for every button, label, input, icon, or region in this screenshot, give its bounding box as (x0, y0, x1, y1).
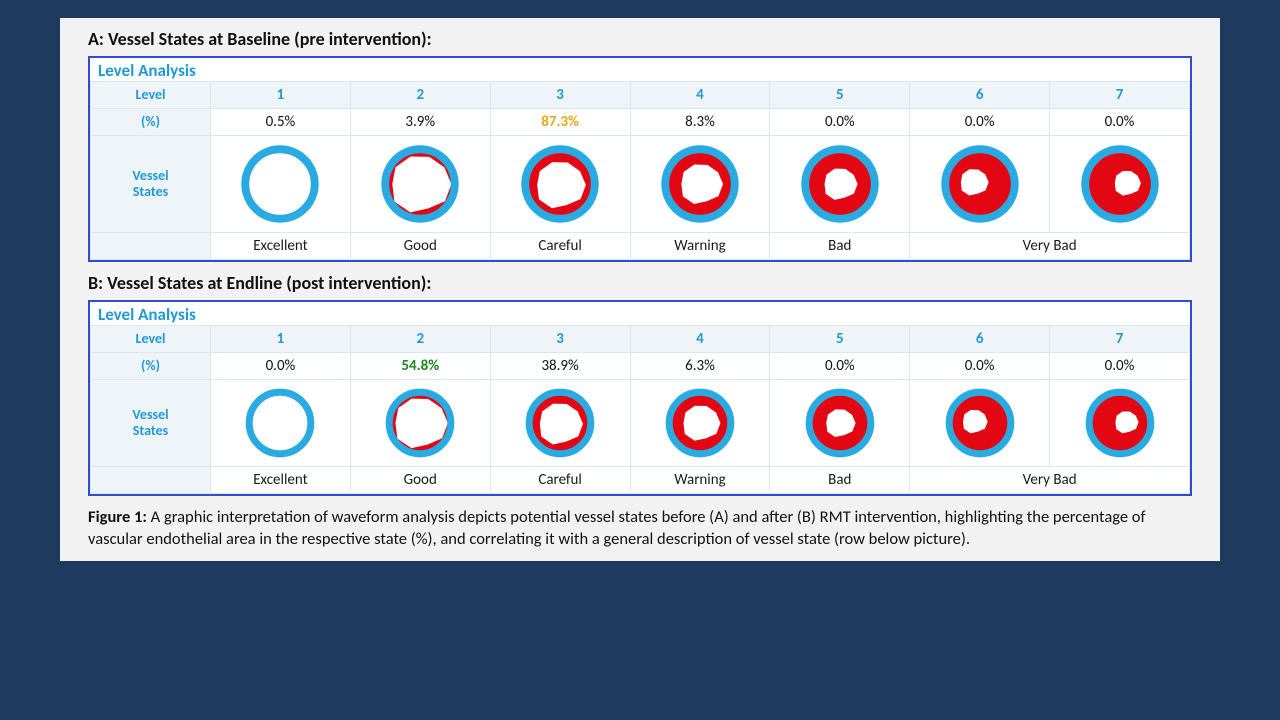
row-label-pct: (%) (91, 353, 211, 380)
desc-cell: Careful (490, 467, 630, 494)
pct-cell: 87.3% (490, 109, 630, 136)
pct-cell: 0.0% (770, 353, 910, 380)
caption-text: A graphic interpretation of waveform ana… (88, 507, 1146, 549)
desc-cell: Bad (770, 233, 910, 260)
figure-panel: A: Vessel States at Baseline (pre interv… (60, 18, 1220, 561)
level-header: 5 (770, 82, 910, 109)
level-header: 7 (1050, 82, 1190, 109)
vessel-icon (211, 136, 351, 233)
pct-cell: 54.8% (350, 353, 490, 380)
level-header: 7 (1050, 326, 1190, 353)
desc-cell: Excellent (211, 233, 351, 260)
vessel-icon (350, 380, 490, 467)
level-header: 2 (350, 82, 490, 109)
desc-cell: Warning (630, 233, 770, 260)
figure-caption: Figure 1: A graphic interpretation of wa… (88, 506, 1192, 551)
desc-cell: Bad (770, 467, 910, 494)
row-label-vessel: VesselStates (91, 136, 211, 233)
desc-cell: Careful (490, 233, 630, 260)
section-a-title: A: Vessel States at Baseline (pre interv… (88, 28, 1192, 50)
table-b-wrap: Level Analysis Level1234567(%)0.0%54.8%3… (88, 300, 1192, 496)
vessel-icon (630, 380, 770, 467)
vessel-icon (1050, 136, 1190, 233)
vessel-icon (910, 380, 1050, 467)
row-label-vessel: VesselStates (91, 380, 211, 467)
desc-cell: Good (350, 233, 490, 260)
level-header: 4 (630, 326, 770, 353)
vessel-icon (910, 136, 1050, 233)
vessel-icon (490, 380, 630, 467)
desc-cell: Very Bad (910, 233, 1190, 260)
level-header: 6 (910, 326, 1050, 353)
analysis-label-b: Level Analysis (90, 302, 1190, 325)
level-header: 6 (910, 82, 1050, 109)
pct-cell: 0.0% (910, 109, 1050, 136)
pct-cell: 8.3% (630, 109, 770, 136)
vessel-icon (490, 136, 630, 233)
pct-cell: 0.0% (1050, 109, 1190, 136)
row-label-empty (91, 467, 211, 494)
pct-cell: 0.0% (211, 353, 351, 380)
table-a: Level1234567(%)0.5%3.9%87.3%8.3%0.0%0.0%… (90, 81, 1190, 260)
caption-bold: Figure 1: (88, 507, 147, 527)
section-b-title: B: Vessel States at Endline (post interv… (88, 272, 1192, 294)
vessel-icon (350, 136, 490, 233)
pct-cell: 38.9% (490, 353, 630, 380)
level-header: 3 (490, 82, 630, 109)
vessel-icon (770, 380, 910, 467)
row-label-level: Level (91, 326, 211, 353)
pct-cell: 0.0% (910, 353, 1050, 380)
level-header: 4 (630, 82, 770, 109)
analysis-label-a: Level Analysis (90, 58, 1190, 81)
vessel-icon (770, 136, 910, 233)
row-label-empty (91, 233, 211, 260)
desc-cell: Warning (630, 467, 770, 494)
table-b: Level1234567(%)0.0%54.8%38.9%6.3%0.0%0.0… (90, 325, 1190, 494)
level-header: 5 (770, 326, 910, 353)
level-header: 1 (211, 326, 351, 353)
vessel-icon (1050, 380, 1190, 467)
pct-cell: 0.0% (1050, 353, 1190, 380)
table-a-wrap: Level Analysis Level1234567 (%)0.5%3.9%87… (88, 56, 1192, 262)
pct-cell: 3.9% (350, 109, 490, 136)
desc-cell: Very Bad (910, 467, 1190, 494)
vessel-icon (630, 136, 770, 233)
pct-cell: 0.0% (770, 109, 910, 136)
level-header: 2 (350, 326, 490, 353)
desc-cell: Excellent (211, 467, 351, 494)
level-header: 3 (490, 326, 630, 353)
pct-cell: 6.3% (630, 353, 770, 380)
row-label-level: Level (91, 82, 211, 109)
level-header: 1 (211, 82, 351, 109)
row-label-pct: (%) (91, 109, 211, 136)
desc-cell: Good (350, 467, 490, 494)
vessel-icon (211, 380, 351, 467)
pct-cell: 0.5% (211, 109, 351, 136)
